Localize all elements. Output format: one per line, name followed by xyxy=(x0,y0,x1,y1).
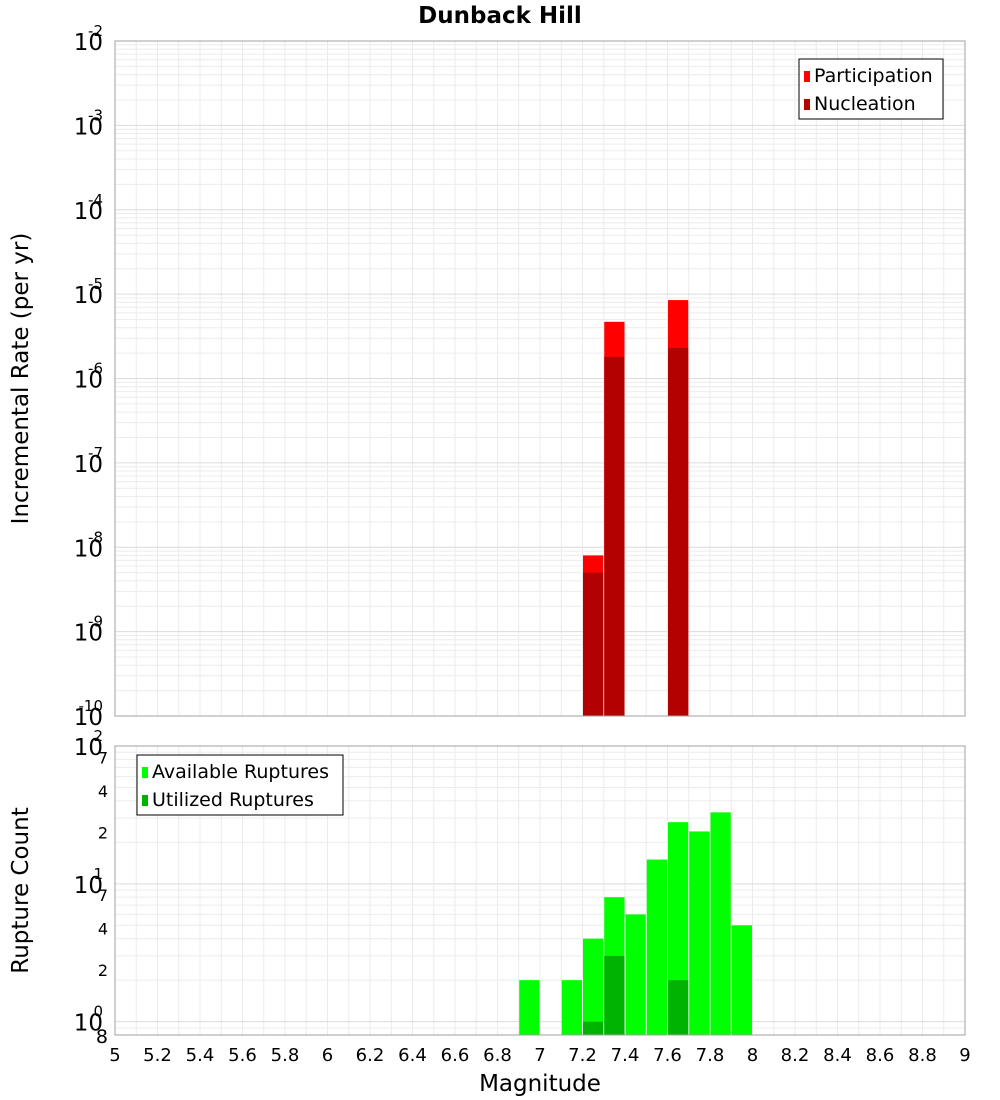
x-tick-label: 8.4 xyxy=(823,1045,852,1066)
x-tick-label: 6.6 xyxy=(441,1045,470,1066)
y-axis-title: Incremental Rate (per yr) xyxy=(8,233,34,525)
y-tick-label: 10 xyxy=(74,30,103,56)
y-tick-label: 10 xyxy=(74,873,103,899)
y-tick-label: 2 xyxy=(98,961,108,980)
bar-available-ruptures xyxy=(561,980,582,1035)
y-tick-exponent: -6 xyxy=(88,360,103,378)
bar-nucleation xyxy=(583,572,604,716)
y-tick-label: 7 xyxy=(98,748,108,767)
y-tick-label: 10 xyxy=(74,735,103,761)
x-tick-label: 5.8 xyxy=(271,1045,300,1066)
x-tick-label: 8.8 xyxy=(908,1045,937,1066)
y-tick-exponent: 2 xyxy=(93,727,103,745)
y-tick-exponent: -10 xyxy=(79,697,104,715)
y-tick-exponent: 0 xyxy=(93,1003,103,1021)
bar-available-ruptures xyxy=(731,925,752,1035)
y-tick-label: 10 xyxy=(74,368,103,394)
legend-swatch xyxy=(804,99,810,110)
y-tick-label: 10 xyxy=(74,114,103,140)
bar-available-ruptures xyxy=(646,859,667,1035)
x-tick-label: 8.6 xyxy=(866,1045,895,1066)
y-tick-exponent: -8 xyxy=(88,528,103,546)
x-tick-label: 6.4 xyxy=(398,1045,427,1066)
plot-border-1 xyxy=(114,745,966,1036)
y-tick-label: 10 xyxy=(74,199,103,225)
y-tick-label: 4 xyxy=(98,782,108,801)
legend-label: Nucleation xyxy=(814,93,916,115)
y-tick-label: 10 xyxy=(74,705,103,731)
bar-available-ruptures xyxy=(710,812,731,1035)
y-tick-exponent: -5 xyxy=(88,275,103,293)
x-tick-label: 5.4 xyxy=(186,1045,215,1066)
y-tick-exponent: 1 xyxy=(93,865,103,883)
x-tick-label: 7.8 xyxy=(696,1045,725,1066)
legend-label: Available Ruptures xyxy=(152,761,329,783)
y-tick-exponent: -4 xyxy=(88,191,103,209)
legend-box xyxy=(136,754,344,816)
y-tick-label: 4 xyxy=(98,920,108,939)
y-tick-label: 8 xyxy=(96,1026,108,1048)
x-tick-label: 5.2 xyxy=(143,1045,172,1066)
legend-label: Participation xyxy=(814,65,933,87)
y-tick-label: 10 xyxy=(74,621,103,647)
y-tick-exponent: -2 xyxy=(88,22,103,40)
x-tick-label: 8.2 xyxy=(781,1045,810,1066)
y-tick-label: 10 xyxy=(74,283,103,309)
bar-available-ruptures xyxy=(625,914,646,1035)
bar-available-ruptures xyxy=(519,980,540,1035)
legend-swatch xyxy=(142,767,148,778)
bar-utilized-ruptures xyxy=(604,955,625,1035)
y-tick-label: 7 xyxy=(98,886,108,905)
y-tick-exponent: -3 xyxy=(88,106,103,124)
y-axis-title: Rupture Count xyxy=(8,807,34,973)
x-tick-label: 6.2 xyxy=(356,1045,385,1066)
y-tick-label: 10 xyxy=(74,536,103,562)
x-tick-label: 9 xyxy=(959,1045,970,1066)
legend-swatch xyxy=(142,795,148,806)
legend-box xyxy=(798,58,944,120)
x-tick-label: 7.2 xyxy=(568,1045,597,1066)
plot-border-0 xyxy=(114,40,966,717)
y-tick-exponent: -7 xyxy=(88,444,103,462)
y-tick-label: 10 xyxy=(74,452,103,478)
x-tick-label: 7.6 xyxy=(653,1045,682,1066)
chart-title: Dunback Hill xyxy=(418,3,582,29)
y-tick-exponent: -9 xyxy=(88,613,103,631)
x-tick-label: 7 xyxy=(534,1045,545,1066)
y-tick-label: 2 xyxy=(98,823,108,842)
x-tick-label: 8 xyxy=(747,1045,758,1066)
bar-utilized-ruptures xyxy=(668,980,689,1035)
x-tick-label: 7.4 xyxy=(611,1045,640,1066)
legend-swatch xyxy=(804,71,810,82)
bar-nucleation xyxy=(668,347,689,716)
bar-utilized-ruptures xyxy=(583,1021,604,1035)
x-tick-label: 6.8 xyxy=(483,1045,512,1066)
x-tick-label: 6 xyxy=(322,1045,333,1066)
x-axis-title: Magnitude xyxy=(479,1071,601,1097)
x-tick-label: 5 xyxy=(109,1045,120,1066)
y-tick-label: 10 xyxy=(74,1011,103,1037)
bar-available-ruptures xyxy=(689,831,710,1035)
bar-available-ruptures xyxy=(583,938,604,1035)
bar-nucleation xyxy=(604,356,625,716)
legend-label: Utilized Ruptures xyxy=(152,789,314,811)
x-tick-label: 5.6 xyxy=(228,1045,257,1066)
